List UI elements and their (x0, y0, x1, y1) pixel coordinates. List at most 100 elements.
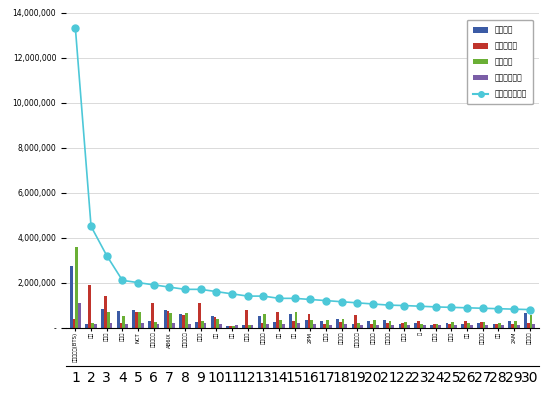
Bar (482, 322, 486, 328)
Bar (438, 326, 441, 328)
Bar (169, 313, 172, 328)
Bar (227, 326, 229, 328)
Bar (229, 326, 232, 328)
Bar (78, 303, 81, 328)
Bar (250, 326, 254, 328)
Bar (261, 323, 263, 328)
Bar (185, 313, 188, 328)
Bar (414, 323, 417, 328)
Bar (342, 319, 344, 328)
Bar (179, 314, 182, 328)
Bar (367, 321, 370, 328)
Bar (107, 312, 109, 328)
Bar (493, 323, 496, 328)
Bar (75, 247, 78, 328)
Bar (467, 323, 470, 328)
Bar (91, 323, 94, 328)
Bar (517, 326, 520, 328)
Bar (119, 323, 123, 328)
Bar (305, 320, 307, 328)
Bar (292, 321, 295, 328)
Bar (376, 326, 378, 328)
Bar (232, 326, 235, 328)
Bar (470, 326, 472, 328)
Bar (204, 323, 206, 328)
Bar (151, 303, 153, 328)
Bar (164, 310, 167, 328)
Bar (138, 312, 141, 328)
Bar (436, 324, 438, 328)
Bar (279, 320, 282, 328)
Bar (360, 326, 363, 328)
Bar (386, 323, 389, 328)
Bar (454, 326, 457, 328)
Bar (101, 309, 104, 328)
Bar (298, 323, 300, 328)
Bar (188, 324, 191, 328)
Bar (109, 323, 112, 328)
Bar (399, 323, 402, 328)
Bar (355, 315, 358, 328)
Bar (464, 321, 467, 328)
Bar (351, 324, 355, 328)
Bar (480, 322, 482, 328)
Bar (258, 316, 261, 328)
Bar (496, 323, 498, 328)
Bar (157, 324, 160, 328)
Bar (135, 312, 138, 328)
Bar (219, 324, 222, 328)
Bar (524, 313, 527, 328)
Bar (195, 322, 198, 328)
Bar (307, 314, 310, 328)
Bar (289, 314, 292, 328)
Bar (527, 323, 530, 328)
Bar (295, 312, 298, 328)
Bar (153, 322, 157, 328)
Bar (198, 303, 201, 328)
Bar (530, 315, 532, 328)
Bar (263, 314, 266, 328)
Legend: 함여지수, 미디어지수, 소통지수, 커뮤니티지수, 브랜드평판지수: 함여지수, 미디어지수, 소통지수, 커뮤니티지수, 브랜드평판지수 (467, 20, 533, 104)
Bar (310, 320, 313, 328)
Bar (448, 324, 452, 328)
Bar (123, 316, 125, 328)
Bar (245, 310, 248, 328)
Bar (477, 323, 480, 328)
Bar (336, 319, 339, 328)
Bar (266, 324, 269, 328)
Bar (392, 326, 394, 328)
Bar (172, 323, 175, 328)
Bar (501, 326, 504, 328)
Bar (404, 322, 407, 328)
Bar (213, 318, 216, 328)
Bar (104, 296, 107, 328)
Bar (73, 319, 75, 328)
Bar (461, 324, 464, 328)
Bar (148, 321, 151, 328)
Bar (141, 323, 144, 328)
Bar (383, 320, 386, 328)
Bar (344, 324, 347, 328)
Bar (70, 266, 73, 328)
Bar (511, 323, 514, 328)
Bar (402, 323, 404, 328)
Bar (370, 324, 373, 328)
Bar (323, 323, 326, 328)
Bar (498, 323, 501, 328)
Bar (320, 321, 323, 328)
Bar (94, 324, 97, 328)
Bar (133, 310, 135, 328)
Bar (486, 326, 488, 328)
Bar (433, 323, 436, 328)
Bar (373, 320, 376, 328)
Bar (248, 325, 250, 328)
Bar (125, 324, 128, 328)
Bar (446, 323, 448, 328)
Bar (508, 321, 511, 328)
Bar (117, 311, 119, 328)
Bar (326, 320, 329, 328)
Bar (282, 324, 285, 328)
Bar (273, 322, 276, 328)
Bar (182, 315, 185, 328)
Bar (358, 323, 360, 328)
